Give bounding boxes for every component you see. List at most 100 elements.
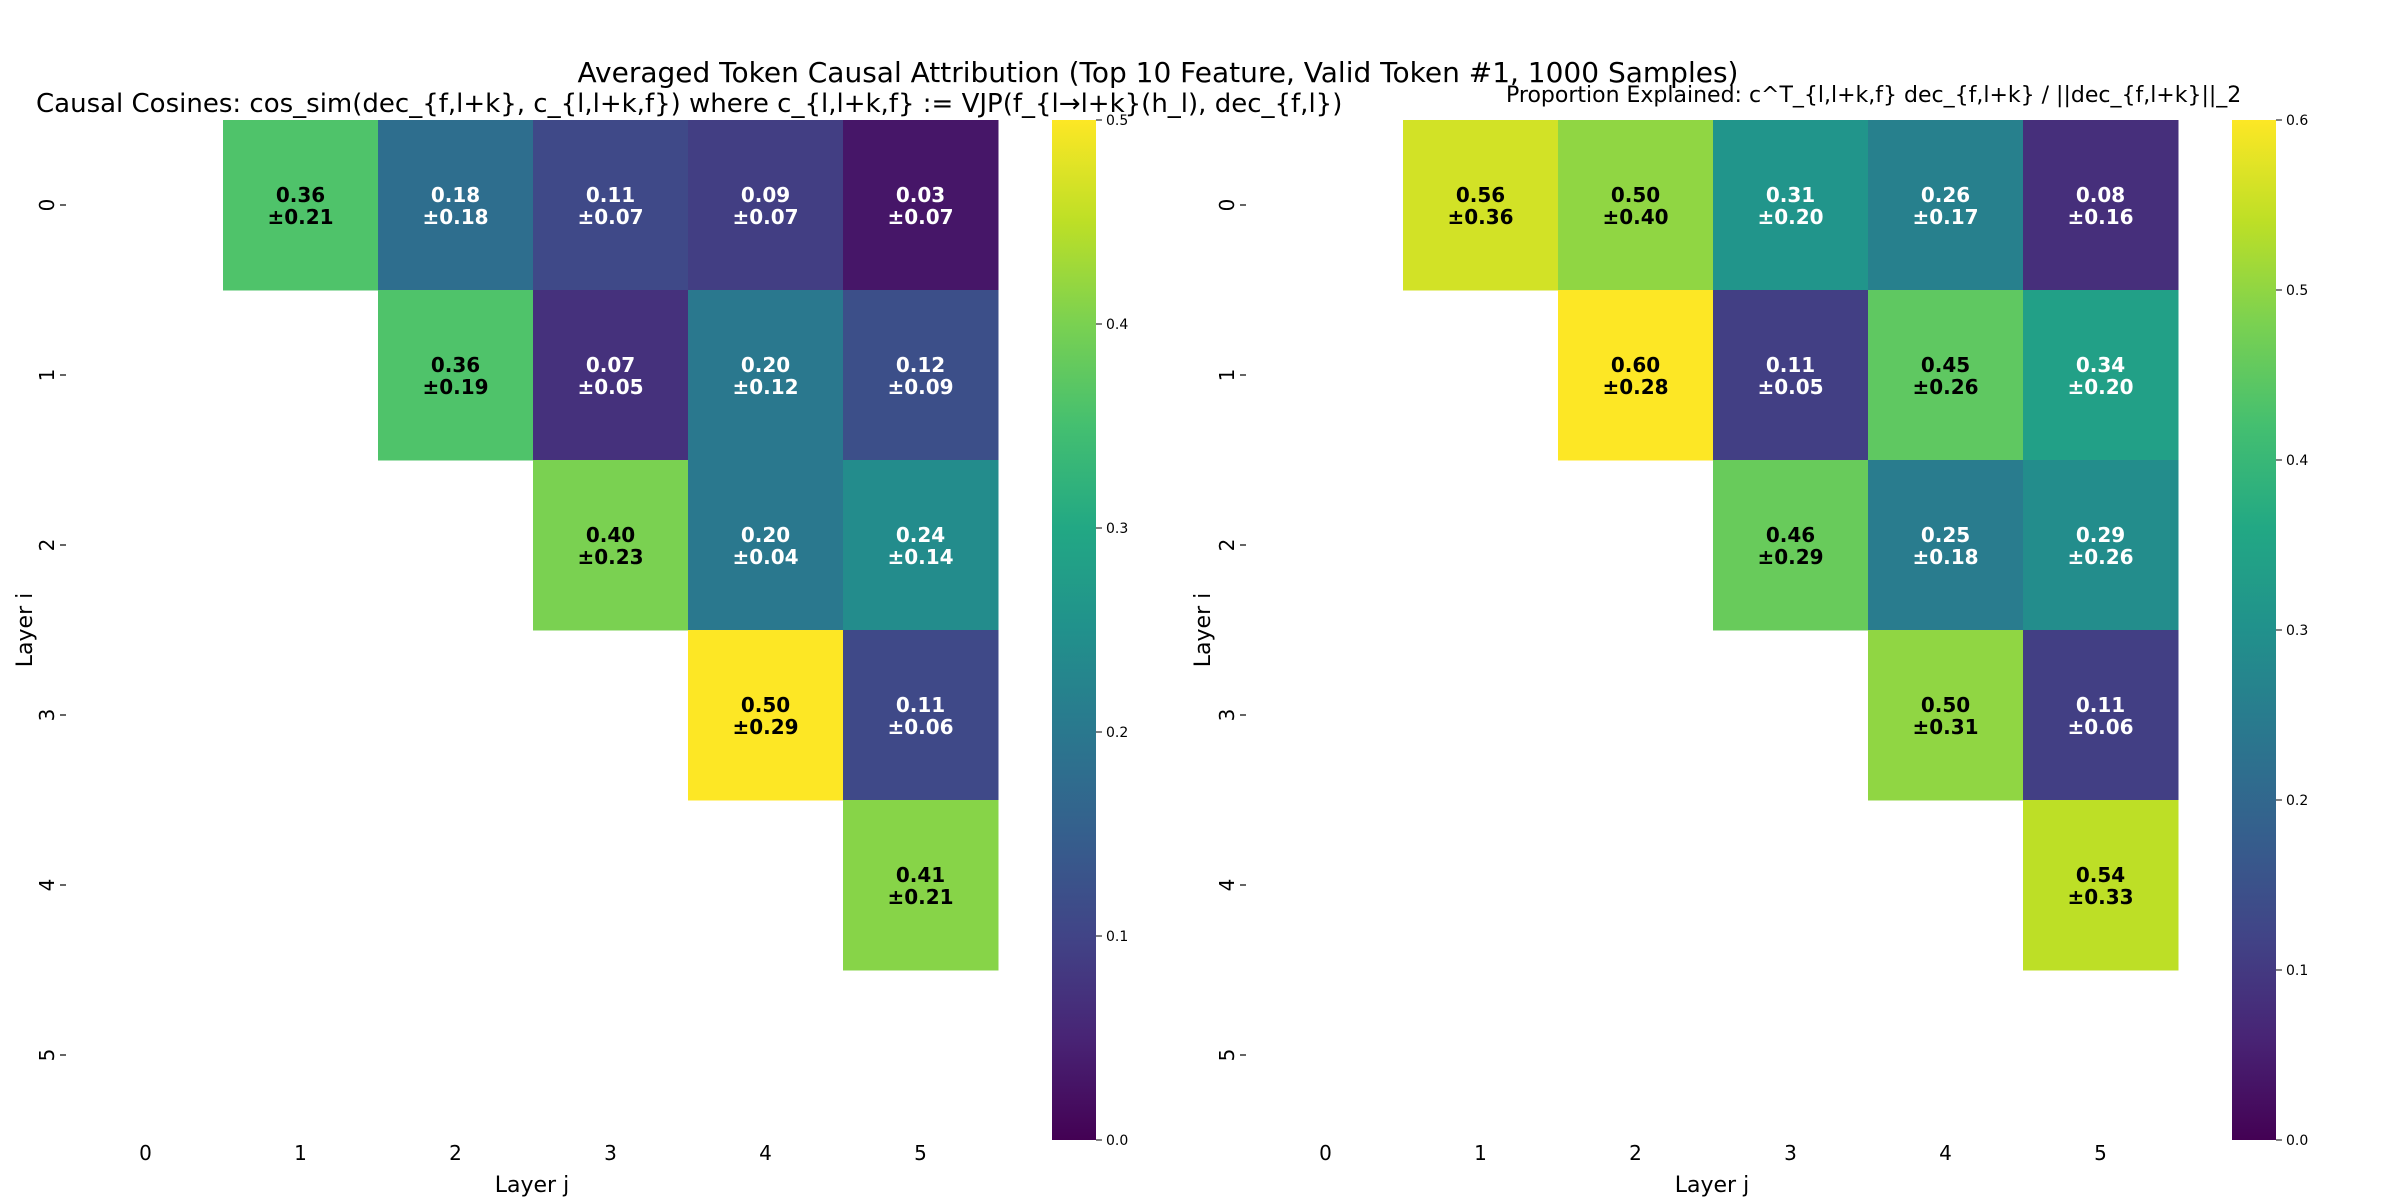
cell-mean-label: 0.20 [741, 523, 790, 547]
heatmap-cell: 0.50±0.31 [1868, 630, 2024, 801]
cell-mean-label: 0.09 [741, 183, 790, 207]
heatmap-cell: 0.41±0.21 [843, 800, 999, 971]
heatmap-cell: 0.03±0.07 [843, 120, 999, 291]
heatmap-cell-rect [843, 630, 999, 801]
cell-std-label: ±0.28 [1602, 375, 1668, 399]
heatmap-cell: 0.36±0.21 [223, 120, 379, 291]
heatmap-cell-rect [688, 460, 844, 631]
y-tick-label: 4 [35, 879, 59, 892]
cell-std-label: ±0.40 [1602, 205, 1668, 229]
cell-mean-label: 0.11 [1766, 353, 1815, 377]
cell-std-label: ±0.09 [887, 375, 953, 399]
colorbar-tick-label: 0.5 [2286, 283, 2308, 299]
cell-mean-label: 0.50 [741, 693, 790, 717]
cell-std-label: ±0.20 [1757, 205, 1823, 229]
heatmap-cell-rect [843, 290, 999, 461]
heatmap-cell: 0.60±0.28 [1558, 290, 1714, 461]
cell-std-label: ±0.07 [887, 205, 953, 229]
y-tick-label: 1 [35, 369, 59, 382]
cell-std-label: ±0.33 [2067, 885, 2133, 909]
heatmap-cell-rect [1403, 120, 1559, 291]
cell-mean-label: 0.60 [1611, 353, 1660, 377]
y-tick-label: 0 [1215, 199, 1239, 212]
cell-mean-label: 0.12 [896, 353, 945, 377]
colorbar-ticks: 0.0 0.1 0.2 0.3 0.4 0.5 0.6 [2276, 113, 2308, 1149]
heatmap-cell-rect [843, 120, 999, 291]
colorbar-tick-label: 0.0 [2286, 1133, 2308, 1149]
panel-title-proportion-explained: Proportion Explained: c^T_{l,l+k,f} dec_… [1506, 83, 2241, 108]
heatmap-cell: 0.50±0.29 [688, 630, 844, 801]
y-tick-label: 5 [1215, 1049, 1239, 1062]
colorbar-tick-label: 0.5 [1106, 113, 1128, 129]
cell-std-label: ±0.31 [1912, 715, 1978, 739]
colorbar-tick-label: 0.1 [2286, 963, 2308, 979]
heatmap-cell: 0.50±0.40 [1558, 120, 1714, 291]
heatmap-cell: 0.26±0.17 [1868, 120, 2024, 291]
panel-title-causal-cosines: Causal Cosines: cos_sim(dec_{f,l+k}, c_{… [36, 89, 1342, 119]
cell-std-label: ±0.05 [577, 375, 643, 399]
heatmap-cell: 0.25±0.18 [1868, 460, 2024, 631]
heatmap-cell: 0.08±0.16 [2023, 120, 2179, 291]
cell-mean-label: 0.46 [1766, 523, 1815, 547]
heatmap-cell: 0.34±0.20 [2023, 290, 2179, 461]
cell-mean-label: 0.25 [1921, 523, 1970, 547]
x-tick-label: 2 [1629, 1141, 1642, 1165]
heatmap-cell-rect [1868, 290, 2024, 461]
heatmap-cell: 0.54±0.33 [2023, 800, 2179, 971]
colorbar-tick-label: 0.4 [1106, 317, 1128, 333]
cell-mean-label: 0.36 [431, 353, 480, 377]
cell-std-label: ±0.26 [2067, 545, 2133, 569]
cell-mean-label: 0.29 [2076, 523, 2125, 547]
heatmap-cell-rect [688, 290, 844, 461]
heatmap-cell-rect [533, 290, 689, 461]
heatmap-cell-rect [843, 800, 999, 971]
heatmap-cell-rect [688, 120, 844, 291]
colorbar [2232, 120, 2276, 1140]
cell-mean-label: 0.54 [2076, 863, 2125, 887]
x-tick-label: 3 [604, 1141, 617, 1165]
y-tick-label: 2 [35, 539, 59, 552]
cell-mean-label: 0.45 [1921, 353, 1970, 377]
heatmap-panel-causal-cosines: Causal Cosines: cos_sim(dec_{f,l+k}, c_{… [13, 89, 1342, 1198]
heatmap-cell-rect [2023, 630, 2179, 801]
cell-std-label: ±0.19 [422, 375, 488, 399]
cell-mean-label: 0.34 [2076, 353, 2125, 377]
heatmap-cell-rect [2023, 290, 2179, 461]
cell-std-label: ±0.06 [2067, 715, 2133, 739]
x-tick-label: 0 [1319, 1141, 1332, 1165]
cell-std-label: ±0.06 [887, 715, 953, 739]
colorbar-tick-label: 0.2 [2286, 793, 2308, 809]
heatmap-cell: 0.36±0.19 [378, 290, 534, 461]
colorbar [1052, 120, 1096, 1140]
y-axis-ticks: 0 1 2 3 4 5 [35, 199, 66, 1062]
cell-mean-label: 0.36 [276, 183, 325, 207]
heatmap-cell: 0.11±0.05 [1713, 290, 1869, 461]
heatmap-cell: 0.46±0.29 [1713, 460, 1869, 631]
cell-std-label: ±0.29 [1757, 545, 1823, 569]
colorbar-tick-label: 0.2 [1106, 725, 1128, 741]
cell-std-label: ±0.26 [1912, 375, 1978, 399]
x-tick-label: 5 [914, 1141, 927, 1165]
cell-mean-label: 0.18 [431, 183, 480, 207]
y-tick-label: 0 [35, 199, 59, 212]
heatmap-cell-rect [1558, 120, 1714, 291]
colorbar-tick-label: 0.3 [1106, 521, 1128, 537]
heatmap-cell-rect [1713, 460, 1869, 631]
heatmap-panel-proportion-explained: Proportion Explained: c^T_{l,l+k,f} dec_… [1191, 83, 2308, 1198]
x-tick-label: 4 [1939, 1141, 1952, 1165]
x-tick-label: 3 [1784, 1141, 1797, 1165]
heatmap-cell-rect [533, 120, 689, 291]
y-axis-label: Layer i [13, 593, 38, 667]
x-tick-label: 5 [2094, 1141, 2107, 1165]
heatmap-cell: 0.20±0.04 [688, 460, 844, 631]
cell-mean-label: 0.31 [1766, 183, 1815, 207]
cell-mean-label: 0.50 [1611, 183, 1660, 207]
cell-mean-label: 0.26 [1921, 183, 1970, 207]
heatmap-cell-rect [1713, 120, 1869, 291]
y-tick-label: 5 [35, 1049, 59, 1062]
heatmap-cell-rect [1868, 460, 2024, 631]
figure-suptitle: Averaged Token Causal Attribution (Top 1… [578, 56, 1739, 89]
heatmap-cell: 0.09±0.07 [688, 120, 844, 291]
y-tick-label: 1 [1215, 369, 1239, 382]
